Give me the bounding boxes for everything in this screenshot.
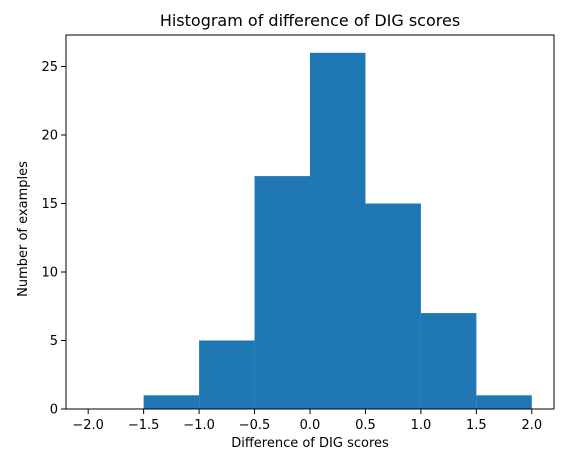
histogram-bar-5: [420, 313, 477, 409]
x-tick-label-1: −1.5: [128, 418, 160, 433]
x-tick-label-4: 0.0: [300, 418, 321, 433]
y-tick-label-1: 5: [50, 334, 58, 349]
histogram-bar-3: [310, 52, 366, 410]
y-tick-label-4: 20: [41, 129, 58, 144]
x-tick-label-8: 2.0: [521, 418, 542, 433]
histogram-bar-4: [365, 203, 421, 409]
bars-layer: [143, 52, 532, 410]
x-ticks-layer: −2.0 −1.5 −1.0 −0.5 0.0 0.5 1.0 1.5 2.0: [72, 409, 542, 433]
histogram-bar-0: [143, 395, 200, 409]
chart-title: Histogram of difference of DIG scores: [160, 11, 460, 30]
plot-frame: [65, 34, 555, 410]
x-tick-label-6: 1.0: [411, 418, 432, 433]
x-axis-label: Difference of DIG scores: [231, 436, 389, 451]
x-tick-label-2: −1.0: [183, 418, 215, 433]
histogram-bar-2: [254, 176, 310, 409]
x-tick-label-5: 0.5: [355, 418, 376, 433]
y-ticks-layer: 0 5 10 15 20 25: [41, 60, 66, 418]
y-tick-label-3: 15: [41, 197, 58, 212]
x-tick-label-7: 1.5: [466, 418, 487, 433]
y-tick-label-0: 0: [50, 403, 58, 418]
y-axis-label: Number of examples: [16, 161, 31, 297]
y-tick-label-5: 25: [41, 60, 58, 75]
x-tick-label-0: −2.0: [72, 418, 104, 433]
y-tick-label-2: 10: [41, 266, 58, 281]
histogram-bar-6: [476, 395, 532, 409]
histogram-bar-1: [199, 340, 255, 409]
x-tick-label-3: −0.5: [239, 418, 271, 433]
